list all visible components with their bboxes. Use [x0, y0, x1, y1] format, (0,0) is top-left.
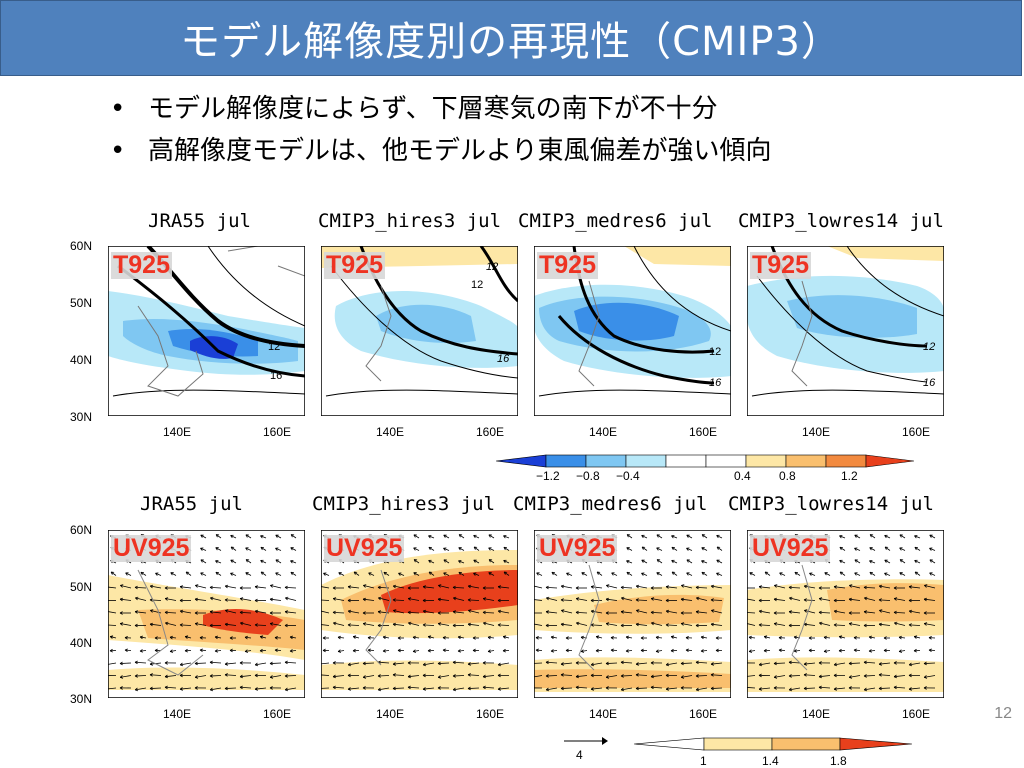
page-number: 12 — [994, 705, 1012, 722]
xtick-label: 140E — [163, 707, 192, 721]
contour-label: 16 — [923, 377, 936, 389]
variable-label: UV925 — [324, 534, 405, 562]
wind-vectors — [747, 534, 936, 692]
variable-label: UV925 — [111, 534, 192, 562]
variable-label: T925 — [537, 251, 598, 279]
panel-title: CMIP3_lowres14 jul — [738, 210, 944, 232]
panel-title: CMIP3_medres6 jul — [513, 493, 708, 515]
xtick-label: 160E — [263, 425, 292, 439]
xtick-label: 160E — [476, 707, 505, 721]
panel-title: CMIP3_hires3 jul — [312, 493, 496, 515]
colorbar-top: −1.2 −0.8 −0.4 0.4 0.8 1.2 — [496, 454, 914, 482]
ytick-label: 40N — [70, 353, 93, 367]
contour-label: 12 — [471, 279, 483, 291]
ytick-label: 60N — [70, 239, 93, 253]
bullet-list: モデル解像度によらず、下層寒気の南下が不十分 高解像度モデルは、他モデルより東風… — [110, 88, 771, 172]
contour-label: 16 — [709, 377, 722, 389]
variable-label: T925 — [324, 251, 385, 279]
bullet-item: 高解像度モデルは、他モデルより東風偏差が強い傾向 — [110, 130, 771, 172]
ytick-label: 40N — [70, 636, 93, 650]
colorbar-tick: −0.8 — [576, 469, 600, 482]
variable-label: T925 — [750, 251, 811, 279]
map-panel-uv925-medres6 — [534, 530, 731, 698]
panel-title: JRA55 jul — [140, 493, 243, 515]
ytick-label: 50N — [70, 580, 93, 594]
panel-title: CMIP3_lowres14 jul — [728, 493, 934, 515]
reference-vector: 4 — [564, 737, 608, 762]
colorbar-tick: 1 — [700, 754, 707, 767]
map-panel-t925-hires3: 12 12 16 — [321, 246, 518, 416]
slide-title-bar: モデル解像度別の再現性（CMIP3） — [0, 0, 1022, 76]
panel-title: JRA55 jul — [148, 210, 251, 232]
bullet-item: モデル解像度によらず、下層寒気の南下が不十分 — [110, 88, 771, 130]
contour-label: 12 — [709, 346, 721, 358]
colorbar-tick: 1.2 — [841, 469, 858, 482]
contour-label: 16 — [497, 353, 510, 365]
map-panel-uv925-hires3 — [321, 530, 518, 698]
panel-title: CMIP3_hires3 jul — [318, 210, 502, 232]
xtick-label: 160E — [263, 707, 292, 721]
xtick-label: 160E — [689, 707, 718, 721]
xtick-label: 140E — [802, 425, 831, 439]
contour-label: 12 — [923, 341, 935, 353]
contour-label: 16 — [270, 370, 282, 382]
ytick-label: 60N — [70, 523, 93, 537]
slide-title: モデル解像度別の再現性（CMIP3） — [180, 19, 842, 65]
variable-label: UV925 — [537, 534, 618, 562]
colorbar-tick: −0.4 — [616, 469, 640, 482]
xtick-label: 140E — [376, 425, 405, 439]
variable-label: T925 — [111, 251, 172, 279]
xtick-label: 140E — [802, 707, 831, 721]
colorbar-tick: 0.8 — [779, 469, 796, 482]
reference-vector-label: 4 — [576, 748, 583, 762]
ytick-label: 50N — [70, 296, 93, 310]
xtick-label: 160E — [476, 425, 505, 439]
map-panel-t925-jra55: 12 16 — [108, 246, 305, 416]
colorbar-tick: −1.2 — [536, 469, 560, 482]
variable-label: UV925 — [750, 534, 831, 562]
wind-vectors — [321, 534, 510, 692]
contour-label: 12 — [268, 341, 280, 353]
xtick-label: 160E — [902, 707, 931, 721]
colorbar-tick: 1.4 — [762, 754, 779, 767]
colorbar-bottom: 1 1.4 1.8 — [634, 737, 913, 767]
colorbar-tick: 0.4 — [734, 469, 751, 482]
xtick-label: 140E — [589, 425, 618, 439]
xtick-label: 160E — [689, 425, 718, 439]
ytick-label: 30N — [70, 692, 93, 706]
xtick-label: 140E — [376, 707, 405, 721]
contour-label: 12 — [486, 261, 498, 273]
xtick-label: 160E — [902, 425, 931, 439]
ytick-label: 30N — [70, 410, 93, 424]
colorbar-tick: 1.8 — [830, 754, 847, 767]
panel-title: CMIP3_medres6 jul — [518, 210, 713, 232]
xtick-label: 140E — [589, 707, 618, 721]
map-panel-uv925-lowres14 — [747, 530, 944, 698]
xtick-label: 140E — [163, 425, 192, 439]
